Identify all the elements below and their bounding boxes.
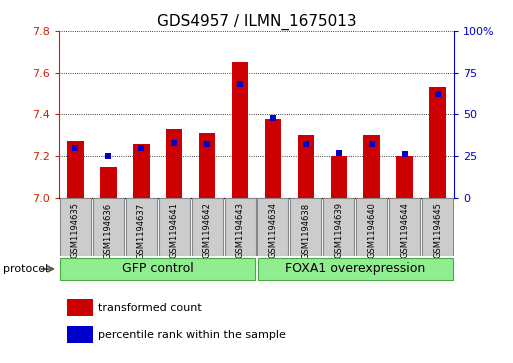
Bar xyxy=(323,198,354,256)
Text: GSM1194637: GSM1194637 xyxy=(137,203,146,258)
Title: GDS4957 / ILMN_1675013: GDS4957 / ILMN_1675013 xyxy=(156,13,357,29)
Text: protocol: protocol xyxy=(3,264,48,274)
Bar xyxy=(93,198,124,256)
Text: GFP control: GFP control xyxy=(122,262,193,276)
Text: percentile rank within the sample: percentile rank within the sample xyxy=(97,330,286,340)
Bar xyxy=(166,129,183,198)
Bar xyxy=(199,133,215,198)
Bar xyxy=(397,156,413,198)
Bar xyxy=(159,198,190,256)
Bar xyxy=(258,258,452,280)
Text: GSM1194635: GSM1194635 xyxy=(71,203,80,258)
Bar xyxy=(133,144,149,198)
Bar xyxy=(389,198,420,256)
Point xyxy=(302,142,310,147)
Text: GSM1194640: GSM1194640 xyxy=(367,203,376,258)
Bar xyxy=(61,258,255,280)
Text: GSM1194642: GSM1194642 xyxy=(203,203,212,258)
Bar xyxy=(67,142,84,198)
Bar xyxy=(258,198,288,256)
Bar xyxy=(364,135,380,198)
Bar xyxy=(67,326,93,343)
Text: GSM1194639: GSM1194639 xyxy=(334,203,343,258)
Text: GSM1194643: GSM1194643 xyxy=(235,203,245,258)
Bar xyxy=(429,87,446,198)
Bar xyxy=(60,198,91,256)
Point xyxy=(203,142,211,147)
Text: GSM1194634: GSM1194634 xyxy=(268,203,278,258)
Bar xyxy=(100,167,116,198)
Bar xyxy=(290,198,321,256)
Text: GSM1194638: GSM1194638 xyxy=(301,203,310,258)
Text: GSM1194645: GSM1194645 xyxy=(433,203,442,258)
Bar xyxy=(232,62,248,198)
Bar xyxy=(192,198,223,256)
Bar xyxy=(67,299,93,316)
Point xyxy=(433,91,442,97)
Text: FOXA1 overexpression: FOXA1 overexpression xyxy=(285,262,425,276)
Text: GSM1194636: GSM1194636 xyxy=(104,203,113,258)
Point xyxy=(104,153,112,159)
Point xyxy=(368,142,376,147)
Bar xyxy=(126,198,157,256)
Bar xyxy=(225,198,255,256)
Text: GSM1194641: GSM1194641 xyxy=(170,203,179,258)
Point xyxy=(401,151,409,157)
Bar xyxy=(422,198,453,256)
Bar xyxy=(330,156,347,198)
Point xyxy=(71,145,80,151)
Bar xyxy=(356,198,387,256)
Point xyxy=(269,115,277,121)
Bar xyxy=(265,118,281,198)
Point xyxy=(137,145,145,151)
Text: transformed count: transformed count xyxy=(97,303,202,313)
Text: GSM1194644: GSM1194644 xyxy=(400,203,409,258)
Point xyxy=(170,140,179,146)
Bar xyxy=(298,135,314,198)
Point xyxy=(334,150,343,156)
Point xyxy=(236,81,244,87)
